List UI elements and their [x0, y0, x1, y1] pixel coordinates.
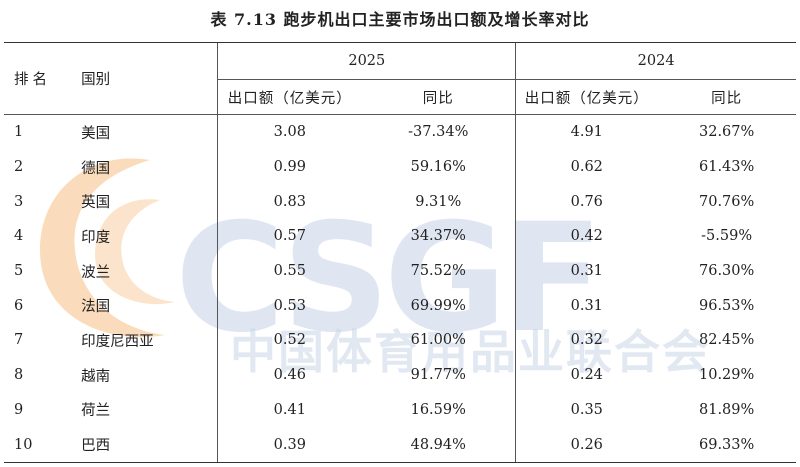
table-row: 7 印度尼西亚 0.52 61.00% 0.32 82.45%: [4, 323, 796, 358]
cell-amount-2024: 0.76: [515, 184, 658, 220]
cell-amount-2025: 0.83: [217, 184, 362, 220]
cell-yoy-2025: 69.99%: [410, 297, 466, 314]
header-year-2025: 2025: [217, 42, 516, 80]
cell-yoy-2025: 9.31%: [415, 193, 462, 210]
table-row: 8 越南 0.46 91.77% 0.24 10.29%: [4, 357, 796, 393]
cell-amount-2024: 0.31: [515, 288, 658, 324]
cell-country: 英国: [81, 195, 111, 212]
table-row: 4 印度 0.57 34.37% 0.42 -5.59%: [4, 219, 796, 254]
header-yoy-2024: 同比: [657, 79, 796, 115]
cell-amount-2025: 0.41: [217, 392, 362, 428]
cell-country: 波兰: [81, 264, 111, 281]
cell-yoy-2024: 61.43%: [699, 159, 755, 176]
cell-country: 荷兰: [81, 403, 111, 420]
cell-rank: 7: [14, 332, 24, 349]
cell-country: 美国: [81, 125, 111, 142]
cell-yoy-2025: 75.52%: [410, 263, 466, 280]
cell-rank: 10: [4, 427, 78, 463]
cell-amount-2024: 0.32: [515, 323, 658, 358]
cell-amount-2024: 0.31: [515, 253, 658, 289]
cell-yoy-2025: 34.37%: [410, 228, 466, 245]
cell-yoy-2024: 32.67%: [699, 124, 755, 141]
table-row: 6 法国 0.53 69.99% 0.31 96.53%: [4, 288, 796, 324]
cell-country: 巴西: [77, 427, 218, 463]
cell-amount-2024: 0.42: [515, 219, 658, 254]
cell-amount-2025: 0.46: [217, 357, 362, 393]
cell-yoy-2025: 59.16%: [410, 159, 466, 176]
cell-yoy-2025: 16.59%: [410, 401, 466, 418]
cell-amount-2025: 3.08: [217, 114, 362, 150]
table-row: 10 巴西 0.39 48.94% 0.26 69.33%: [4, 427, 796, 463]
header-rank: 排名: [4, 42, 78, 115]
cell-yoy-2025: 91.77%: [410, 367, 466, 384]
cell-yoy-2024: -5.59%: [701, 228, 753, 245]
cell-amount-2024: 4.91: [515, 114, 658, 150]
cell-amount-2024: 0.26: [515, 427, 658, 463]
cell-rank: 2: [14, 159, 24, 176]
cell-rank: 5: [14, 263, 24, 280]
header-amount-2025: 出口额（亿美元）: [217, 79, 362, 115]
table-title: 表 7.13 跑步机出口主要市场出口额及增长率对比: [210, 10, 590, 29]
cell-yoy-2024: 10.29%: [699, 367, 755, 384]
cell-amount-2025: 0.99: [217, 149, 362, 185]
cell-amount-2025: 0.53: [217, 288, 362, 324]
cell-amount-2025: 0.52: [217, 323, 362, 358]
header-country: 国别: [77, 42, 218, 115]
cell-yoy-2025: 48.94%: [361, 427, 516, 463]
table-row: 9 荷兰 0.41 16.59% 0.35 81.89%: [4, 392, 796, 428]
cell-country: 法国: [81, 299, 111, 316]
table-row: 5 波兰 0.55 75.52% 0.31 76.30%: [4, 253, 796, 289]
cell-amount-2024: 0.62: [515, 149, 658, 185]
header-yoy-2025: 同比: [361, 79, 516, 115]
cell-amount-2024: 0.35: [515, 392, 658, 428]
cell-rank: 8: [14, 367, 24, 384]
cell-rank: 1: [14, 124, 24, 141]
cell-amount-2024: 0.24: [515, 357, 658, 393]
cell-rank: 3: [14, 193, 24, 210]
cell-amount-2025: 0.55: [217, 253, 362, 289]
cell-country: 印度尼西亚: [81, 333, 154, 350]
cell-rank: 4: [14, 228, 24, 245]
cell-yoy-2025: -37.34%: [408, 124, 469, 141]
cell-yoy-2024: 76.30%: [699, 263, 755, 280]
cell-rank: 6: [14, 297, 24, 314]
cell-yoy-2024: 82.45%: [699, 332, 755, 349]
cell-country: 德国: [81, 160, 111, 177]
table-row: 3 英国 0.83 9.31% 0.76 70.76%: [4, 184, 796, 220]
table-row: 2 德国 0.99 59.16% 0.62 61.43%: [4, 149, 796, 185]
cell-yoy-2025: 61.00%: [410, 332, 466, 349]
cell-yoy-2024: 70.76%: [699, 193, 755, 210]
header-amount-2024: 出口额（亿美元）: [515, 79, 658, 115]
cell-yoy-2024: 96.53%: [699, 297, 755, 314]
header-year-2024: 2024: [515, 42, 796, 80]
table-row: 1 美国 3.08 -37.34% 4.91 32.67%: [4, 114, 796, 150]
export-table: 排名 国别 2025 2024 出口额（亿美元） 同比 出口额（亿美元） 同比 …: [4, 42, 796, 463]
cell-yoy-2024: 69.33%: [657, 427, 796, 463]
cell-amount-2025: 0.57: [217, 219, 362, 254]
cell-rank: 9: [14, 401, 24, 418]
cell-country: 越南: [81, 368, 111, 385]
cell-country: 印度: [81, 229, 111, 246]
cell-yoy-2024: 81.89%: [699, 401, 755, 418]
cell-amount-2025: 0.39: [217, 427, 362, 463]
